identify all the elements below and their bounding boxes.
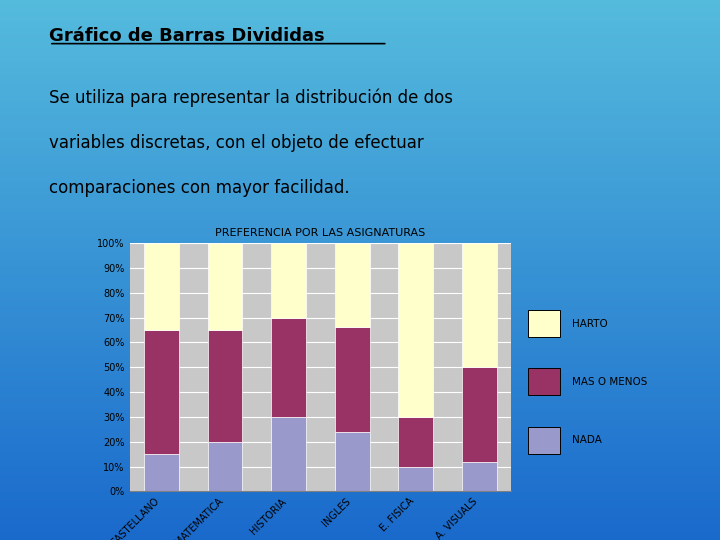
Bar xyxy=(528,368,559,395)
Text: Se utiliza para representar la distribución de dos: Se utiliza para representar la distribuc… xyxy=(49,89,453,107)
Text: MAS O MENOS: MAS O MENOS xyxy=(572,377,647,387)
Bar xyxy=(144,330,179,454)
Bar xyxy=(271,417,306,491)
Bar xyxy=(207,442,243,491)
Bar xyxy=(144,243,179,330)
Bar xyxy=(528,427,559,454)
Text: Gráfico de Barras Divididas: Gráfico de Barras Divididas xyxy=(49,27,325,45)
Bar xyxy=(271,243,306,318)
Text: variables discretas, con el objeto de efectuar: variables discretas, con el objeto de ef… xyxy=(49,134,423,152)
Bar xyxy=(398,243,433,417)
Text: HARTO: HARTO xyxy=(572,319,608,328)
Bar xyxy=(335,243,369,327)
Bar xyxy=(144,454,179,491)
Text: comparaciones con mayor facilidad.: comparaciones con mayor facilidad. xyxy=(49,179,350,197)
Title: PREFERENCIA POR LAS ASIGNATURAS: PREFERENCIA POR LAS ASIGNATURAS xyxy=(215,228,426,238)
Bar xyxy=(462,462,497,491)
Bar xyxy=(335,327,369,432)
Bar xyxy=(528,310,559,337)
Bar xyxy=(462,367,497,462)
Bar xyxy=(271,318,306,417)
Bar xyxy=(462,243,497,367)
Bar xyxy=(398,467,433,491)
Bar xyxy=(207,330,243,442)
Bar xyxy=(207,243,243,330)
Bar xyxy=(335,432,369,491)
Bar xyxy=(398,417,433,467)
Text: NADA: NADA xyxy=(572,435,602,445)
